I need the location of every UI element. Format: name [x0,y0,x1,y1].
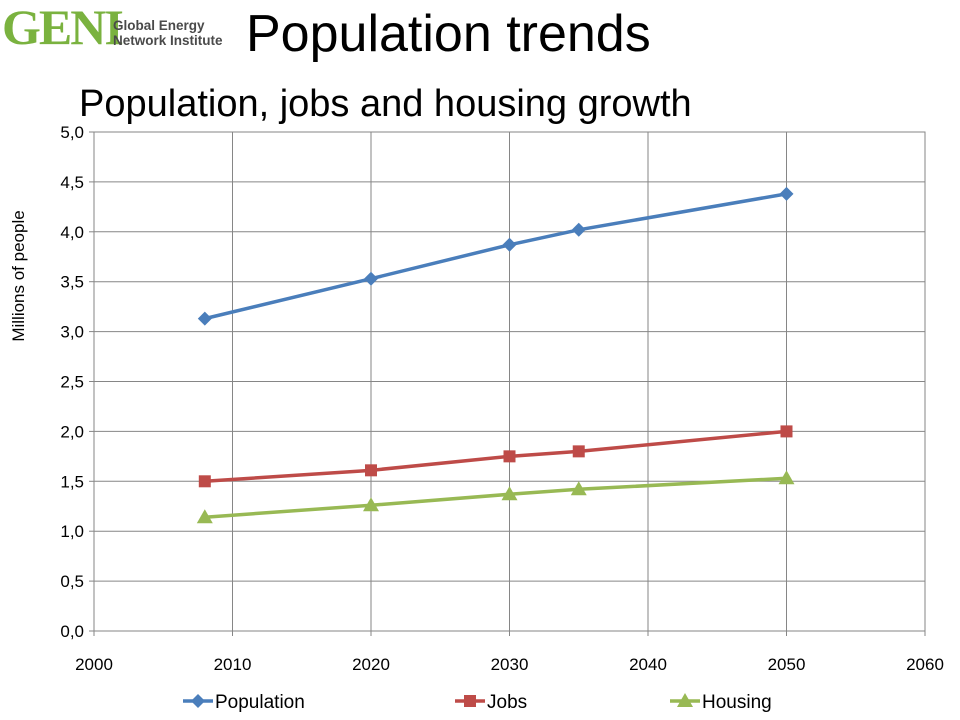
data-point-population [364,271,378,286]
y-tick-label: 4,0 [60,223,84,242]
x-tick-label: 2050 [768,655,806,674]
y-tick-label: 0,0 [60,622,84,641]
logo-text-line1: Global Energy [113,18,205,33]
x-tick-label: 2040 [629,655,667,674]
x-tick-label: 2060 [906,655,944,674]
data-point-housing [501,486,518,501]
y-tick-label: 0,5 [60,572,84,591]
legend-label-housing: Housing [702,692,772,713]
y-tick-label: 2,0 [60,422,84,441]
series-line-jobs [204,429,787,484]
tick-labels: 0,0 0,5 1,0 1,5 2,0 2,5 3,0 3,5 4,0 4,5 5,0 2000 201… [60,123,944,674]
chart-title: Population, jobs and housing growth [79,83,692,125]
y-tick-label: 2,5 [60,373,84,392]
data-point-jobs [198,475,211,488]
data-point-jobs [780,425,793,438]
x-tick-label: 2020 [352,655,390,674]
data-point-population [197,311,212,326]
legend: Population Jobs Housing [183,692,772,713]
plot-area [93,131,926,632]
data-point-population [502,237,517,252]
data-point-jobs [365,464,377,477]
legend-marker-population [191,694,205,708]
y-tick-label: 3,0 [60,323,84,342]
series-lines [196,186,795,524]
y-tick-label: 4,5 [60,173,84,192]
data-point-housing [570,481,587,496]
logo-mark: GENI [2,0,124,55]
data-point-jobs [572,445,585,458]
y-tick-label: 1,0 [60,522,84,541]
grid-lines [89,131,926,636]
legend-marker-housing [677,693,693,707]
y-tick-label: 5,0 [60,123,84,142]
legend-label-population: Population [215,692,305,713]
series-line-housing [204,476,787,519]
page-title: Population trends [246,5,651,63]
geni-logo: GENI Global Energy Network Institute [2,0,223,55]
x-tick-label: 2030 [491,655,529,674]
data-point-housing [778,470,795,485]
data-point-jobs [503,450,516,463]
legend-marker-jobs [464,695,476,707]
data-point-housing [196,509,213,524]
y-tick-label: 3,5 [60,273,84,292]
x-tick-label: 2010 [214,655,252,674]
series-line-population [204,192,787,321]
data-point-population [779,186,794,201]
data-point-housing [363,497,379,512]
x-tick-label: 2000 [75,655,113,674]
data-point-population [571,222,586,237]
y-axis-label: Millions of people [9,210,28,341]
legend-label-jobs: Jobs [487,692,527,713]
logo-text-line2: Network Institute [113,33,223,48]
y-tick-label: 1,5 [60,472,84,491]
